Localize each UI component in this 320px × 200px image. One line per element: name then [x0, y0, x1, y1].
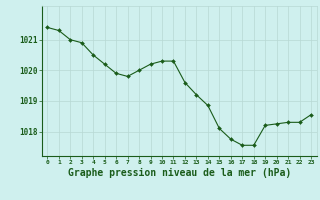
X-axis label: Graphe pression niveau de la mer (hPa): Graphe pression niveau de la mer (hPa)	[68, 168, 291, 178]
